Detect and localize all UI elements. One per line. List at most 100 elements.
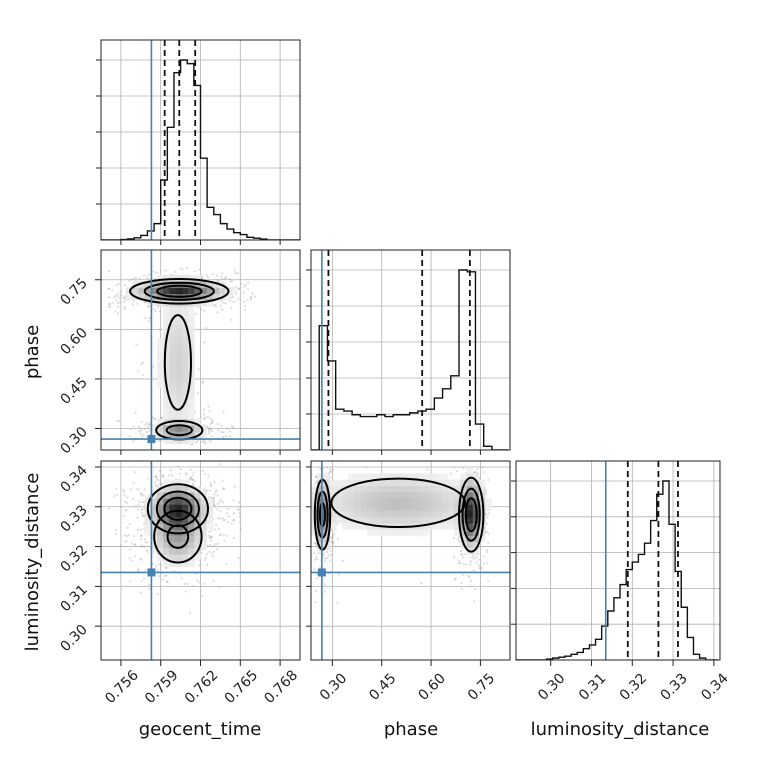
sample-geocent_time-phase-617 <box>108 306 111 309</box>
sample-geocent_time-phase-187 <box>228 430 232 433</box>
density-cell-phase-luminosity_distance-25-18 <box>466 541 473 549</box>
density-cell-geocent_time-phase-11-25 <box>169 287 176 294</box>
density-cell-geocent_time-phase-11-13 <box>169 362 176 369</box>
sample-geocent_time-phase-515 <box>226 427 229 430</box>
sample-geocent_time-phase-605 <box>244 283 247 286</box>
density-cell-phase-luminosity_distance-14-23 <box>398 510 405 518</box>
density-cell-geocent_time-luminosity_distance-7-25 <box>144 498 151 505</box>
density-cell-phase-luminosity_distance-3-22 <box>329 517 337 524</box>
density-cell-phase-luminosity_distance-9-24 <box>367 504 374 511</box>
density-cell-phase-luminosity_distance-13-26 <box>391 492 399 499</box>
sample-phase-luminosity_distance-384 <box>469 560 473 563</box>
sample-geocent_time-luminosity_distance-817 <box>126 526 129 529</box>
density-cell-phase-luminosity_distance-3-27 <box>329 485 337 493</box>
sample-geocent_time-phase-497 <box>211 418 214 421</box>
density-cell-geocent_time-phase-16-25 <box>200 287 207 294</box>
sample-phase-luminosity_distance-658 <box>487 478 490 481</box>
density-cell-geocent_time-phase-10-21 <box>163 312 170 319</box>
density-cell-phase-luminosity_distance-15-27 <box>404 485 411 493</box>
sample-geocent_time-luminosity_distance-388 <box>212 550 216 553</box>
sample-phase-luminosity_distance-712 <box>485 522 489 525</box>
density-cell-geocent_time-phase-14-5 <box>188 412 195 419</box>
sample-geocent_time-luminosity_distance-813 <box>135 487 138 490</box>
sample-geocent_time-phase-413 <box>249 298 253 301</box>
density-cell-phase-luminosity_distance-7-24 <box>354 504 361 511</box>
density-cell-geocent_time-phase-13-21 <box>181 312 189 319</box>
sample-geocent_time-phase-573 <box>229 434 232 438</box>
sample-geocent_time-luminosity_distance-202 <box>203 488 206 491</box>
sample-geocent_time-luminosity_distance-119 <box>227 515 230 518</box>
sample-geocent_time-phase-39 <box>140 363 143 366</box>
sample-geocent_time-luminosity_distance-517 <box>238 508 241 511</box>
density-cell-phase-luminosity_distance-16-26 <box>410 492 417 499</box>
sample-geocent_time-phase-154 <box>221 277 224 280</box>
density-cell-geocent_time-luminosity_distance-15-26 <box>194 492 201 499</box>
density-cell-phase-luminosity_distance-23-24 <box>454 504 461 511</box>
sample-geocent_time-phase-224 <box>194 441 198 444</box>
density-cell-geocent_time-luminosity_distance-11-27 <box>169 485 176 493</box>
sample-phase-luminosity_distance-617 <box>473 588 477 591</box>
density-cell-phase-luminosity_distance-6-23 <box>348 510 355 518</box>
sample-geocent_time-phase-398 <box>243 300 246 304</box>
sample-geocent_time-phase-141 <box>147 305 150 308</box>
density-cell-phase-luminosity_distance-7-25 <box>354 498 361 505</box>
histogram-geocent_time <box>101 59 300 241</box>
density-cell-geocent_time-luminosity_distance-12-24 <box>175 504 183 511</box>
density-cell-phase-luminosity_distance-0-27 <box>311 485 318 493</box>
sample-geocent_time-phase-695 <box>123 305 126 308</box>
density-cell-phase-luminosity_distance-3-26 <box>329 492 337 499</box>
density-cell-phase-luminosity_distance-8-24 <box>360 504 368 511</box>
density-cell-geocent_time-phase-21-25 <box>231 287 239 294</box>
density-cell-geocent_time-phase-12-10 <box>175 381 183 388</box>
sample-geocent_time-luminosity_distance-92 <box>143 538 147 541</box>
sample-phase-luminosity_distance-146 <box>461 573 464 576</box>
sample-geocent_time-luminosity_distance-138 <box>166 580 169 584</box>
sample-geocent_time-phase-257 <box>155 271 158 274</box>
sample-geocent_time-luminosity_distance-431 <box>191 484 194 487</box>
sample-geocent_time-luminosity_distance-298 <box>207 534 210 537</box>
sample-geocent_time-phase-673 <box>117 292 120 295</box>
density-cell-geocent_time-phase-10-13 <box>163 362 170 369</box>
sample-geocent_time-luminosity_distance-485 <box>221 479 224 482</box>
density-cell-geocent_time-luminosity_distance-14-18 <box>188 541 195 549</box>
density-cell-phase-luminosity_distance-11-23 <box>379 510 386 518</box>
sample-geocent_time-phase-263 <box>135 343 138 346</box>
density-cell-phase-luminosity_distance-22-28 <box>447 479 455 487</box>
sample-geocent_time-phase-54 <box>139 432 142 435</box>
sample-geocent_time-luminosity_distance-269 <box>185 471 188 475</box>
density-cell-geocent_time-luminosity_distance-11-19 <box>169 535 176 543</box>
sample-geocent_time-phase-44 <box>113 296 116 299</box>
sample-geocent_time-phase-566 <box>116 312 120 315</box>
density-cell-geocent_time-luminosity_distance-10-27 <box>163 485 170 493</box>
sample-geocent_time-luminosity_distance-771 <box>206 563 209 567</box>
sample-geocent_time-luminosity_distance-857 <box>159 564 162 567</box>
sample-geocent_time-phase-460 <box>119 301 122 304</box>
sample-geocent_time-luminosity_distance-472 <box>123 494 126 497</box>
density-cell-phase-luminosity_distance-11-27 <box>379 485 386 493</box>
sample-geocent_time-phase-289 <box>117 282 120 285</box>
sample-geocent_time-phase-203 <box>230 306 233 309</box>
density-cell-phase-luminosity_distance-1-18 <box>317 541 324 549</box>
sample-geocent_time-luminosity_distance-191 <box>140 534 143 537</box>
density-cell-phase-luminosity_distance-14-20 <box>398 529 405 536</box>
sample-geocent_time-luminosity_distance-447 <box>189 477 192 480</box>
sample-geocent_time-phase-805 <box>220 300 223 303</box>
sample-geocent_time-phase-779 <box>251 292 254 295</box>
sample-geocent_time-luminosity_distance-103 <box>134 555 137 558</box>
density-cell-geocent_time-luminosity_distance-10-15 <box>163 560 170 567</box>
sample-geocent_time-phase-368 <box>142 433 145 436</box>
density-cell-geocent_time-phase-11-19 <box>169 325 176 332</box>
sample-phase-luminosity_distance-611 <box>315 476 318 479</box>
density-cell-phase-luminosity_distance-15-23 <box>404 510 411 518</box>
sample-geocent_time-luminosity_distance-144 <box>125 509 128 512</box>
density-cell-geocent_time-phase-14-6 <box>188 406 195 413</box>
contour-geocent_time-phase-2-0 <box>163 314 192 411</box>
sample-geocent_time-luminosity_distance-179 <box>147 550 150 554</box>
sample-geocent_time-luminosity_distance-243 <box>140 558 144 561</box>
density-cell-phase-luminosity_distance-14-28 <box>398 479 405 487</box>
density-cell-phase-luminosity_distance-15-28 <box>404 479 411 487</box>
density-cell-geocent_time-phase-10-15 <box>163 350 170 357</box>
sample-phase-luminosity_distance-640 <box>330 553 333 557</box>
density-cell-geocent_time-phase-11-14 <box>169 356 176 363</box>
sample-geocent_time-phase-686 <box>243 304 247 307</box>
